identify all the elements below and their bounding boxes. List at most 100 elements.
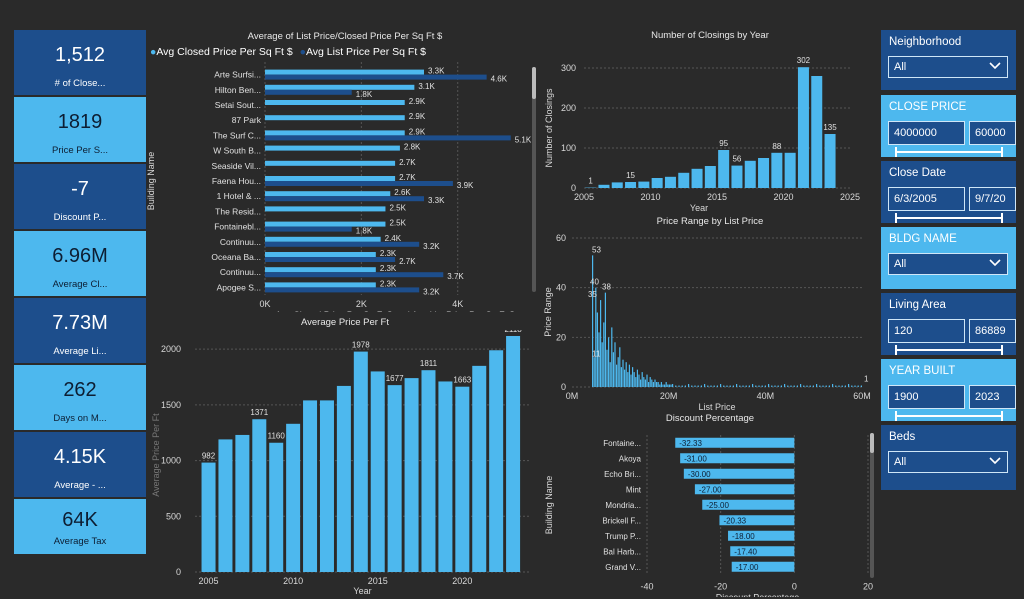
bar [835, 385, 837, 387]
bar [678, 385, 680, 387]
legend-label-closed: Avg Closed Price Per Sq Ft $ [156, 46, 293, 58]
legend-label-list: Avg List Price Per Sq Ft $ [305, 46, 427, 58]
x-tick-label: 2005 [199, 576, 219, 586]
close-price-max-input[interactable]: 60000 [969, 121, 1016, 145]
bar [860, 385, 862, 387]
kpi-avg-close: 6.96M Average Cl... [14, 231, 146, 296]
bar [660, 382, 662, 387]
bar [652, 382, 654, 387]
bar [755, 385, 757, 387]
bar [664, 384, 666, 387]
kpi-label: Average - ... [54, 480, 106, 491]
bar [611, 182, 623, 188]
data-label-list: 5.1K [515, 135, 532, 144]
y-axis-label: Price Range [543, 287, 553, 337]
x-tick-label: 20M [660, 391, 678, 401]
close-date-slider[interactable] [895, 213, 1003, 223]
x-tick-label: 0K [259, 299, 270, 309]
slider-handle-min[interactable] [895, 411, 897, 421]
bar [668, 384, 670, 387]
neighborhood-dropdown[interactable]: All [888, 56, 1008, 78]
chart-title-discount: Discount Percentage [665, 413, 755, 424]
data-label: -20.33 [723, 516, 746, 525]
bar [809, 385, 811, 387]
slicer-title: BLDG NAME [889, 233, 957, 245]
year-built-max-input[interactable]: 2023 [969, 385, 1016, 409]
data-label-closed: 3.3K [428, 67, 445, 76]
x-tick-label: -40 [640, 582, 653, 592]
category-label: Fontainebl... [214, 222, 261, 232]
living-area-slider[interactable] [895, 345, 1003, 355]
slider-handle-min[interactable] [895, 345, 897, 355]
bar [611, 327, 613, 387]
bar [694, 484, 795, 495]
living-area-min-input[interactable]: 120 [888, 319, 965, 343]
bar [745, 385, 747, 387]
year-built-slider[interactable] [895, 411, 1003, 421]
bar [681, 385, 683, 387]
bar [625, 362, 627, 387]
bar [649, 377, 651, 387]
bar [731, 561, 795, 572]
slider-handle-min[interactable] [895, 213, 897, 223]
bar [600, 300, 602, 387]
y-tick-label: 0 [561, 382, 566, 392]
kpi-label: Price Per S... [52, 145, 108, 156]
scrollbar-thumb [870, 433, 874, 453]
bldg-name-dropdown[interactable]: All [888, 253, 1008, 275]
data-label: -17.40 [734, 547, 757, 556]
bar [736, 384, 738, 387]
slicer-title: Beds [889, 431, 916, 443]
category-label: 87 Park [232, 115, 262, 125]
bar [707, 385, 709, 387]
slider-handle-min[interactable] [895, 147, 897, 157]
bar [790, 385, 792, 387]
data-label: 1978 [352, 341, 370, 350]
bar [797, 67, 809, 188]
slider-handle-max[interactable] [1001, 411, 1003, 421]
kpi-average: 4.15K Average - ... [14, 432, 146, 497]
year-built-min-input[interactable]: 1900 [888, 385, 965, 409]
data-label-closed: 2.3K [380, 279, 397, 288]
bar-list [265, 135, 511, 141]
category-label: Akoya [619, 454, 642, 463]
category-label: Mint [626, 485, 642, 494]
slicer-title: Close Date [889, 167, 946, 179]
data-label-list: 3.3K [428, 196, 445, 205]
slicer-neighborhood: Neighborhood All [881, 30, 1016, 90]
scrollbar-track [870, 433, 874, 578]
bar [771, 385, 773, 387]
close-date-max-input[interactable]: 9/7/20 [969, 187, 1016, 211]
bar [812, 385, 814, 387]
bar [603, 322, 605, 387]
close-price-slider[interactable] [895, 147, 1003, 157]
slider-handle-max[interactable] [1001, 345, 1003, 355]
x-tick-label: 20 [863, 582, 873, 592]
bar [593, 357, 595, 387]
data-label-closed: 2.5K [389, 203, 406, 212]
bar [286, 423, 301, 572]
living-area-max-input[interactable]: 86889 [969, 319, 1016, 343]
beds-dropdown[interactable]: All [888, 451, 1008, 473]
kpi-value: 64K [62, 509, 98, 531]
bar [838, 385, 840, 387]
slider-handle-max[interactable] [1001, 147, 1003, 157]
input-value: 120 [894, 325, 913, 337]
close-price-min-input[interactable]: 4000000 [888, 121, 965, 145]
bar [726, 385, 728, 387]
bar [675, 385, 677, 387]
bar [269, 442, 284, 572]
bar [625, 182, 637, 188]
close-date-min-input[interactable]: 6/3/2005 [888, 187, 965, 211]
bar-list [265, 74, 487, 80]
category-label: Bal Harb... [603, 547, 641, 556]
data-label: 95 [719, 139, 728, 148]
bar [688, 384, 690, 387]
slicer-beds: Beds All [881, 425, 1016, 490]
slider-handle-max[interactable] [1001, 213, 1003, 223]
bar [806, 385, 808, 387]
bar [691, 385, 693, 387]
y-axis-label: Average Price Per Ft [151, 413, 161, 497]
category-label: The Surf C... [213, 130, 261, 140]
data-label: 15 [626, 171, 635, 180]
